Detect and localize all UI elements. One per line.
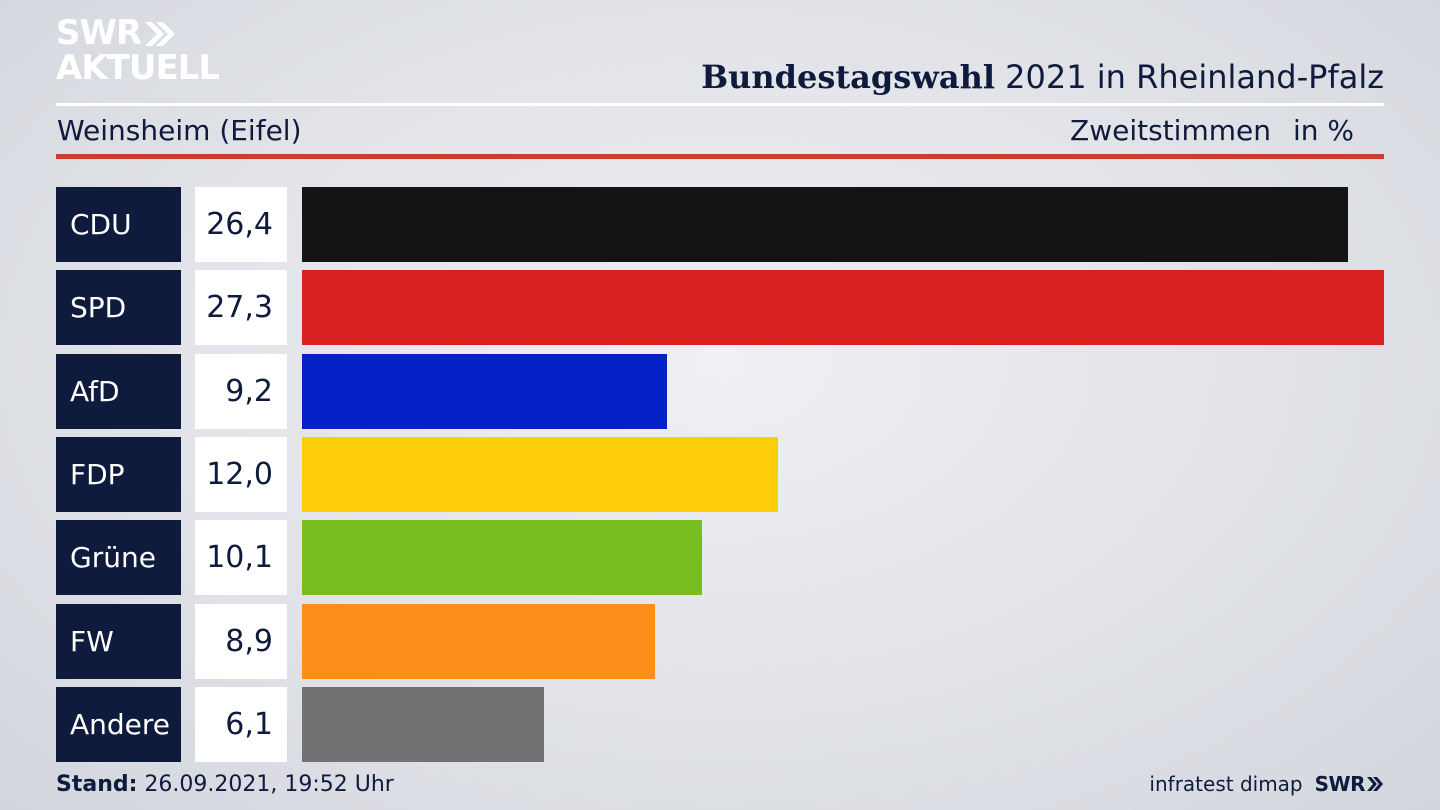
logo-aktuell-text: AKTUELL: [56, 48, 220, 88]
bar-row: SPD 27,3: [56, 270, 1384, 346]
category-label: Andere: [56, 686, 181, 762]
swr-aktuell-logo: SWR AKTUELL: [56, 13, 220, 88]
bar-row: Andere 6,1: [56, 686, 1384, 762]
value-label: 10,1: [195, 520, 287, 596]
bar: [302, 187, 1349, 262]
logo-swr-text: SWR: [56, 13, 142, 53]
stand-value: 26.09.2021, 19:52 Uhr: [137, 772, 394, 797]
source-label: infratest dimap: [1149, 772, 1303, 796]
bar: [302, 686, 544, 762]
bar-row: FDP 12,0: [56, 436, 1384, 512]
value-label: 8,9: [195, 603, 287, 679]
measure-label: Zweitstimmen: [1070, 114, 1271, 147]
category-label: SPD: [56, 270, 181, 346]
measure-unit: Zweitstimmen in %: [1070, 114, 1354, 147]
chart-title: Bundestagswahl 2021 in Rheinland-Pfalz: [701, 58, 1384, 96]
title-bold: Bundestagswahl: [701, 58, 995, 96]
accent-divider: [56, 154, 1384, 159]
category-label: FDP: [56, 436, 181, 512]
stand-label: Stand:: [56, 772, 138, 797]
category-label: FW: [56, 603, 181, 679]
footer-swr-text: SWR: [1314, 772, 1366, 796]
value-label: 12,0: [195, 436, 287, 512]
category-label: Grüne: [56, 520, 181, 596]
unit-label: in %: [1292, 114, 1354, 147]
footer-credits: infratest dimap SWR: [1149, 772, 1384, 796]
value-label: 6,1: [195, 686, 287, 762]
bar: [302, 353, 667, 429]
double-chevron-icon: [145, 21, 176, 46]
bar: [302, 603, 655, 679]
bar-row: FW 8,9: [56, 603, 1384, 679]
timestamp: Stand: 26.09.2021, 19:52 Uhr: [56, 772, 394, 797]
location-label: Weinsheim (Eifel): [57, 114, 302, 147]
footer-swr-logo: SWR: [1315, 772, 1384, 796]
bar-row: AfD 9,2: [56, 353, 1384, 429]
value-label: 9,2: [195, 353, 287, 429]
double-chevron-icon: [1367, 777, 1383, 791]
value-label: 26,4: [195, 187, 287, 262]
category-label: AfD: [56, 353, 181, 429]
value-label: 27,3: [195, 270, 287, 346]
bar-row: CDU 26,4: [56, 187, 1384, 262]
bar: [302, 520, 703, 596]
category-label: CDU: [56, 187, 181, 262]
bar: [302, 436, 778, 512]
bar-row: Grüne 10,1: [56, 520, 1384, 596]
header-divider: [56, 103, 1384, 106]
title-rest: 2021 in Rheinland-Pfalz: [995, 58, 1384, 96]
bar: [302, 270, 1384, 346]
